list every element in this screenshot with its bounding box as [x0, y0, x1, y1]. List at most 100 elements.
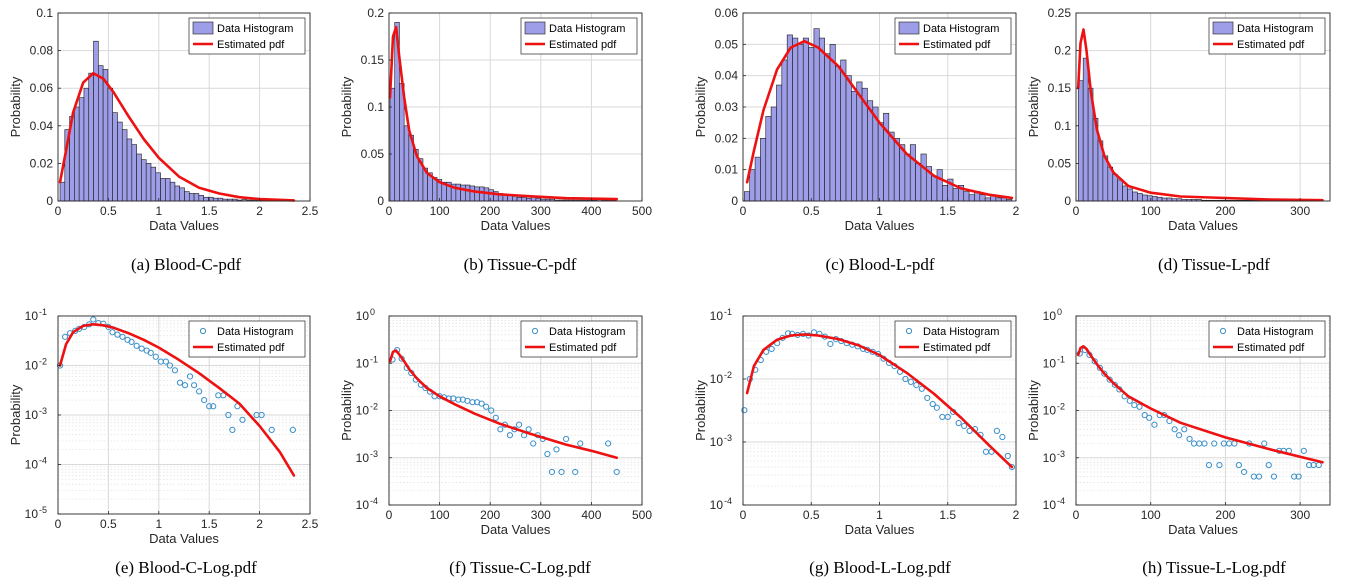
- legend: Data Histogram Estimated pdf: [894, 320, 1012, 358]
- histogram-bar: [744, 191, 751, 202]
- y-tick-label: 10: [25, 359, 39, 373]
- legend: Data Histogram Estimated pdf: [1208, 17, 1326, 55]
- data-point: [768, 345, 775, 353]
- data-point: [1136, 403, 1143, 410]
- data-point: [210, 403, 217, 410]
- x-tick-label: 200: [480, 508, 500, 522]
- caption-b: (b) Tissue-C-pdf: [463, 255, 577, 274]
- x-tick-label: 0: [55, 517, 62, 531]
- pdf-curve: [1076, 344, 1324, 464]
- histogram-bar: [465, 184, 471, 202]
- histogram-bar: [1166, 197, 1173, 202]
- legend-histogram-swatch: [898, 21, 920, 35]
- histogram-bar: [1161, 197, 1168, 202]
- x-axis-label: Data Values: [1168, 218, 1238, 233]
- y-axis-label: Probability: [693, 76, 708, 137]
- y-tick-label: 0.01: [715, 163, 739, 177]
- x-tick-label: 100: [1141, 508, 1161, 522]
- legend-histogram-swatch: [1212, 21, 1234, 35]
- y-tick-label: 0: [377, 194, 384, 208]
- pdf-curve: [388, 349, 619, 460]
- y-tick-label: 0.02: [30, 156, 54, 170]
- y-tick-label: 10: [710, 435, 724, 449]
- y-tick-label: 0.2: [1054, 44, 1071, 58]
- histogram-bar: [121, 129, 128, 202]
- x-tick-label: 100: [1141, 204, 1161, 218]
- x-tick-label: 300: [531, 204, 551, 218]
- legend-marker-swatch: [531, 327, 539, 335]
- y-tick-exponent: -1: [370, 354, 378, 364]
- histogram-bar: [117, 121, 123, 202]
- histogram-bar: [188, 193, 195, 202]
- chart-2: 0 100 200 300 400 500 0 0.05 0.1 0.15 0.2 Data Valu…: [339, 6, 652, 233]
- x-tick-label: 0.5: [100, 517, 117, 531]
- y-tick-label: 0: [1064, 194, 1071, 208]
- x-tick-label: 0: [386, 508, 393, 522]
- x-tick-label: 0.5: [100, 204, 117, 218]
- x-tick-label: 0.5: [803, 204, 820, 218]
- x-tick-label: 400: [581, 508, 601, 522]
- data-point: [114, 331, 121, 338]
- x-tick-label: 1: [876, 508, 883, 522]
- data-point: [1265, 461, 1272, 469]
- legend-histogram-swatch: [524, 21, 546, 35]
- data-point: [497, 426, 504, 433]
- histogram-bar: [512, 196, 518, 202]
- x-axis-label: Data Values: [149, 218, 219, 233]
- y-tick-label: 0.04: [715, 69, 739, 83]
- data-point: [924, 394, 931, 402]
- y-tick-label: 10: [25, 458, 39, 472]
- data-point: [548, 468, 556, 476]
- x-tick-label: 200: [1215, 508, 1235, 522]
- x-tick-label: 500: [632, 508, 652, 522]
- y-tick-label: 0.05: [1048, 156, 1072, 170]
- caption-c: (c) Blood-L-pdf: [825, 255, 935, 274]
- y-tick-exponent: -1: [1057, 354, 1065, 364]
- histogram-bar: [835, 65, 841, 202]
- legend-box: [188, 320, 306, 358]
- data-point: [1131, 402, 1138, 409]
- legend-label: Data Histogram: [1237, 23, 1313, 35]
- x-tick-label: 1.5: [939, 508, 956, 522]
- histogram-bar: [968, 194, 975, 202]
- histogram-bar: [920, 153, 927, 202]
- legend-box: [894, 320, 1012, 358]
- histogram-bar: [1142, 194, 1148, 202]
- y-tick-exponent: -3: [724, 433, 732, 443]
- data-point: [201, 396, 208, 404]
- legend-label: Estimated pdf: [549, 342, 617, 354]
- legend-label: Data Histogram: [923, 23, 999, 35]
- y-tick-exponent: -1: [724, 307, 732, 317]
- data-point: [492, 414, 499, 421]
- x-tick-label: 0: [740, 204, 747, 218]
- y-tick-label: 0.25: [1048, 6, 1072, 20]
- histogram-bar: [770, 106, 777, 202]
- histogram-bar: [1112, 174, 1118, 202]
- histogram-bar: [942, 185, 948, 202]
- histogram-bar: [169, 181, 176, 202]
- histogram-bar: [904, 153, 911, 202]
- data-point: [1201, 440, 1208, 447]
- histogram-bar: [1127, 188, 1133, 202]
- histogram-bar: [899, 144, 906, 202]
- histogram-bar: [781, 59, 788, 202]
- data-point: [1205, 461, 1213, 469]
- y-tick-label: 0.1: [1054, 119, 1071, 133]
- x-tick-label: 2.5: [302, 204, 319, 218]
- data-point: [604, 440, 612, 447]
- data-point: [563, 435, 570, 443]
- histogram-bar: [952, 188, 959, 202]
- data-point: [1305, 461, 1313, 469]
- legend-label: Estimated pdf: [923, 342, 991, 354]
- histogram-bar: [760, 138, 767, 202]
- data-point: [133, 342, 140, 349]
- histogram-bar: [107, 87, 113, 202]
- y-tick-label: 10: [356, 309, 370, 323]
- data-point: [1096, 364, 1104, 371]
- data-point: [171, 367, 179, 374]
- y-tick-label: 0.06: [715, 6, 739, 20]
- data-point: [741, 407, 748, 414]
- data-point: [1291, 473, 1298, 480]
